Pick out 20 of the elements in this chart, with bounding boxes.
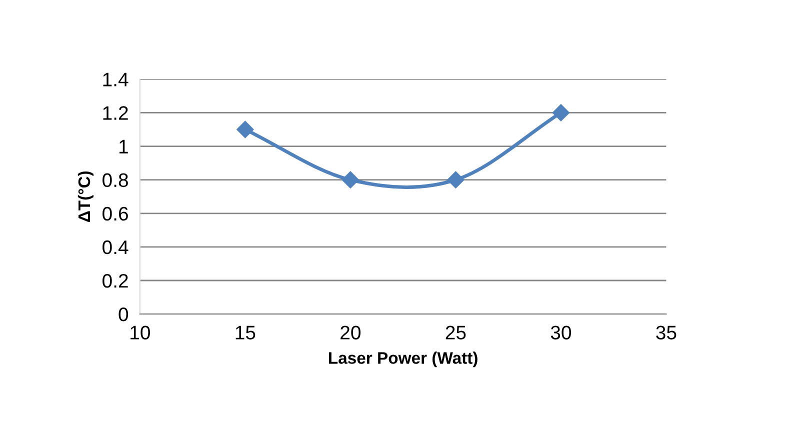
y-axis-title: ΔT(°C) xyxy=(78,171,94,222)
y-tick-label: 0 xyxy=(118,308,128,322)
y-tick-label: 0.8 xyxy=(102,173,128,188)
y-tick-label: 1 xyxy=(119,140,128,154)
y-tick-label: 1.2 xyxy=(103,106,128,120)
x-axis-title: Laser Power (Watt) xyxy=(329,352,478,368)
x-tick-label: 20 xyxy=(340,326,360,340)
y-tick-label: 0.4 xyxy=(102,240,128,254)
point xyxy=(447,171,464,188)
x-tick-label: 35 xyxy=(656,326,676,340)
x-tick-label: 25 xyxy=(446,326,466,340)
point xyxy=(236,120,254,138)
point xyxy=(552,104,570,122)
y-tick-label: 0.6 xyxy=(102,206,128,221)
y-tick-label: 0.2 xyxy=(102,274,128,288)
x-tick-label: 15 xyxy=(236,326,256,340)
y-tick-label: 1.4 xyxy=(103,72,128,86)
x-tick-label: 30 xyxy=(550,326,572,340)
point xyxy=(342,171,359,188)
x-tick-label: 10 xyxy=(130,326,150,340)
